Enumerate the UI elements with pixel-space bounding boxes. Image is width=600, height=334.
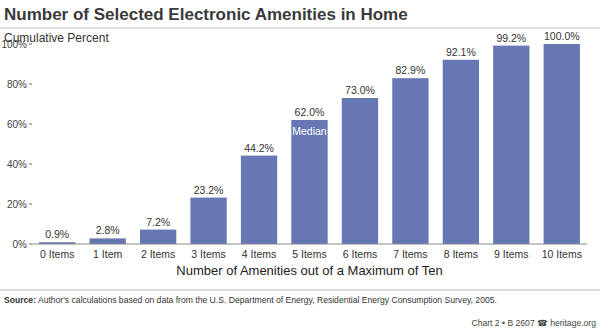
bar — [90, 238, 126, 244]
footer-rule — [0, 290, 600, 291]
bar — [493, 46, 529, 244]
y-tick — [29, 44, 32, 45]
x-tick-label: 5 Items — [292, 248, 326, 260]
data-label: 0.9% — [45, 228, 69, 240]
source-lead: Source: — [4, 295, 36, 305]
data-label: 73.0% — [345, 84, 375, 96]
y-tick-label: 80% — [7, 79, 27, 90]
x-tick-label: 0 Items — [40, 248, 74, 260]
bar — [342, 98, 378, 244]
data-label: 99.2% — [496, 32, 526, 44]
x-tick-label: 2 Items — [141, 248, 175, 260]
data-label: 44.2% — [244, 142, 274, 154]
bar — [241, 156, 277, 244]
y-tick — [29, 204, 32, 205]
chart: Number of Selected Electronic Amenities … — [0, 0, 600, 334]
y-tick — [29, 164, 32, 165]
data-label: 100.0% — [544, 30, 580, 42]
source-body: Author's calculations based on data from… — [36, 295, 497, 305]
bar — [544, 44, 580, 244]
credit: Chart 2 • B 2607 ☎ heritage.org — [471, 318, 596, 328]
source: Source: Author's calculations based on d… — [4, 295, 497, 305]
x-tick-label: 1 Item — [93, 248, 122, 260]
bar — [443, 60, 479, 244]
y-tick-label: 60% — [7, 119, 27, 130]
data-label: 23.2% — [194, 184, 224, 196]
bars — [39, 44, 580, 244]
annotation: Median — [292, 125, 327, 137]
y-tick — [29, 124, 32, 125]
data-label: 92.1% — [446, 46, 476, 58]
y-tick — [29, 244, 32, 245]
y-tick-label: 40% — [7, 159, 27, 170]
x-tick-label: 6 Items — [343, 248, 377, 260]
x-tick-label: 9 Items — [494, 248, 528, 260]
data-label: 82.9% — [396, 64, 426, 76]
x-tick-label: 10 Items — [542, 248, 582, 260]
x-tick-label: 7 Items — [393, 248, 427, 260]
bar — [190, 198, 226, 244]
title-rule — [0, 28, 600, 29]
data-label: 2.8% — [96, 224, 120, 236]
data-label: 62.0% — [295, 106, 325, 118]
y-tick-label: 20% — [7, 199, 27, 210]
x-tick-label: 8 Items — [444, 248, 478, 260]
x-axis — [32, 244, 587, 245]
x-axis-title: Number of Amenities out of a Maximum of … — [176, 263, 442, 278]
title: Number of Selected Electronic Amenities … — [4, 5, 408, 24]
x-tick-label: 3 Items — [191, 248, 225, 260]
y-tick — [29, 84, 32, 85]
data-label: 7.2% — [146, 216, 170, 228]
bar — [291, 120, 327, 244]
y-tick-label: 100% — [1, 39, 27, 50]
bar — [392, 78, 428, 244]
x-tick-label: 4 Items — [242, 248, 276, 260]
y-tick-label: 0% — [13, 239, 28, 250]
bar — [140, 230, 176, 244]
